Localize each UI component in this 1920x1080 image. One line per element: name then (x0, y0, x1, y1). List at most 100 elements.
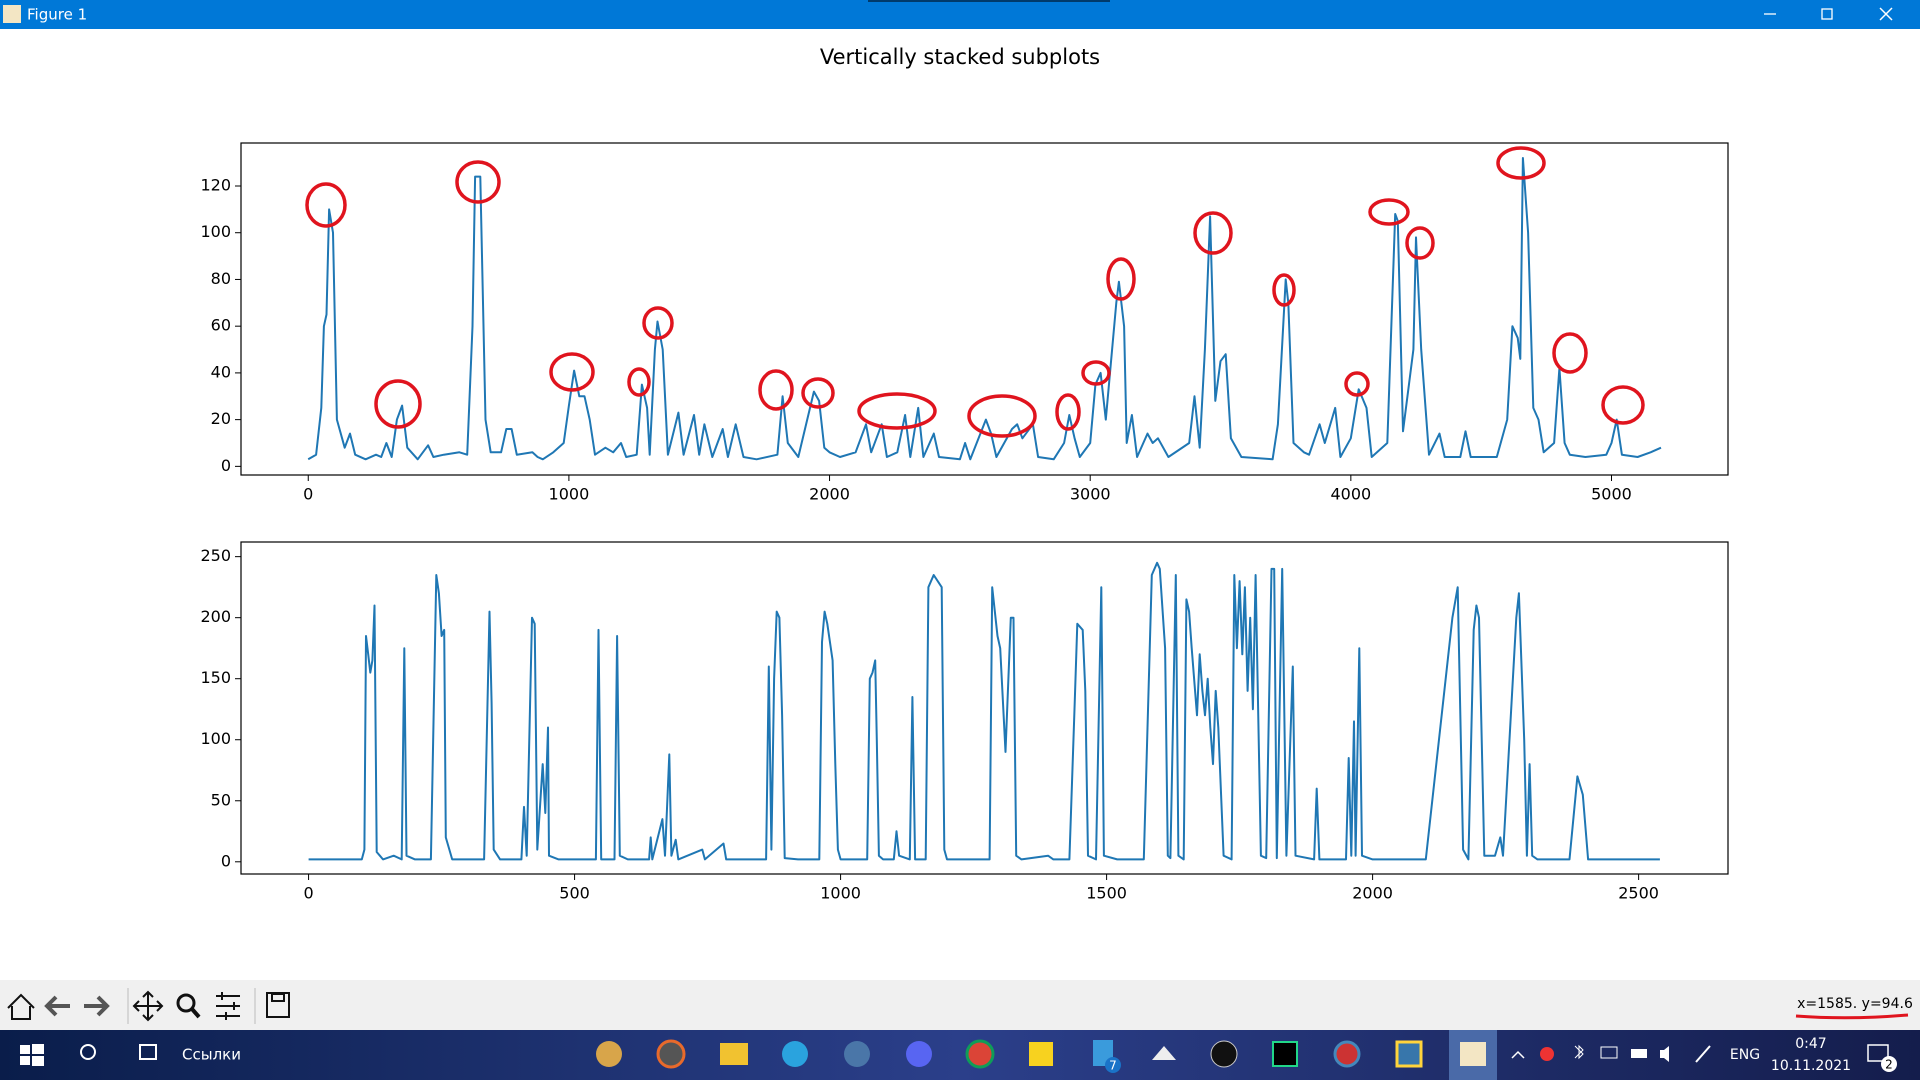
app-icon[interactable] (720, 1043, 748, 1065)
taskbar (0, 1030, 1920, 1080)
data-line (308, 561, 1660, 861)
tray-expand[interactable] (1511, 1050, 1525, 1059)
pen-icon[interactable] (1695, 1045, 1711, 1063)
annotation-circle (549, 352, 595, 392)
y-tick-label: 250 (200, 546, 231, 565)
app-icon[interactable] (1272, 1041, 1298, 1067)
configure-button[interactable] (216, 992, 240, 1020)
y-tick-label: 80 (211, 269, 231, 288)
annotation-circle (305, 182, 347, 228)
annotation-circle (1344, 371, 1370, 397)
y-tick-label: 150 (200, 668, 231, 687)
app-icon[interactable] (1152, 1046, 1176, 1060)
annotation-circle (1368, 198, 1410, 226)
app-icon[interactable] (965, 1039, 995, 1069)
taskbar-toolbar-label: Ссылки (182, 1046, 241, 1064)
annotation-circle (857, 392, 937, 430)
app-icon[interactable] (1333, 1040, 1361, 1068)
y-tick-label: 0 (221, 456, 231, 475)
clock-time[interactable]: 0:47 (1795, 1036, 1826, 1052)
save-icon-detail (271, 993, 285, 1002)
y-tick-label: 40 (211, 362, 231, 381)
x-tick-label: 500 (559, 884, 590, 903)
badge (1881, 1056, 1897, 1072)
taskbar-apps: 7 (596, 1030, 1497, 1080)
app-icon[interactable] (1395, 1040, 1423, 1068)
volume-icon[interactable] (1660, 1046, 1669, 1062)
annotation-circle (801, 377, 835, 409)
annotation-circle (642, 306, 674, 340)
annotation-circle (627, 367, 651, 397)
network-icon[interactable] (1600, 1046, 1618, 1059)
home-button[interactable] (7, 993, 35, 1020)
forward-button[interactable] (84, 995, 110, 1017)
axes-frame (240, 541, 1729, 875)
app-icon (1460, 1042, 1486, 1066)
annotation-circle (1601, 385, 1645, 425)
title-bar (0, 0, 1920, 29)
subplot: 0 500 1000 1500 2000 2500 0 50 100 150 200 250 (200, 541, 1729, 903)
x-tick-label: 1500 (1086, 884, 1127, 903)
figure-title: Vertically stacked subplots (820, 45, 1100, 69)
battery-icon[interactable] (1631, 1049, 1647, 1058)
drag-hint (868, 0, 1110, 2)
zoom-button[interactable] (176, 993, 196, 1013)
pan-button[interactable] (132, 990, 164, 1022)
tray-icon[interactable] (1540, 1047, 1554, 1061)
y-tick-label: 200 (200, 607, 231, 626)
x-tick-label: 2000 (809, 485, 850, 504)
annotation-circle (1055, 393, 1081, 431)
task-view-button[interactable] (139, 1044, 157, 1060)
annotation-circle (967, 394, 1037, 438)
app-icon (3, 5, 21, 23)
window-title: Figure 1 (27, 6, 87, 24)
badge-count: 2 (1885, 1058, 1893, 1072)
x-tick-label: 2000 (1352, 884, 1393, 903)
restore-button[interactable] (1821, 8, 1833, 20)
y-tick-label: 100 (200, 222, 231, 241)
y-tick-label: 120 (200, 175, 231, 194)
app-icon[interactable] (906, 1041, 932, 1067)
y-tick-label: 60 (211, 316, 231, 335)
cursor-coordinates: x=1585. y=94.6 (1797, 996, 1913, 1012)
highlight-underline (1795, 1013, 1909, 1020)
x-tick-label: 1000 (549, 485, 590, 504)
badge-count: 7 (1109, 1059, 1117, 1073)
annotation-circle (1405, 226, 1435, 260)
app-icon[interactable] (1210, 1040, 1238, 1068)
app-icon[interactable] (844, 1041, 870, 1067)
bluetooth-icon[interactable] (1574, 1044, 1584, 1060)
app-icon[interactable] (1029, 1042, 1053, 1066)
annotation-circle (455, 160, 501, 204)
x-tick-label: 1000 (820, 884, 861, 903)
close-button[interactable] (1879, 7, 1893, 21)
search-button[interactable] (80, 1044, 96, 1060)
back-button[interactable] (44, 995, 70, 1017)
x-tick-label: 2500 (1618, 884, 1659, 903)
start-button[interactable] (20, 1044, 44, 1066)
badge (1105, 1057, 1121, 1073)
x-tick-label: 0 (303, 884, 313, 903)
annotation-circle (1081, 360, 1111, 386)
annotations (305, 146, 1645, 438)
subplot: 0 1000 2000 3000 4000 5000 0 20 40 60 80 100 120 (200, 142, 1729, 504)
language-indicator[interactable]: ENG (1730, 1047, 1760, 1063)
x-tick-label: 0 (303, 485, 313, 504)
app-icon[interactable] (656, 1039, 686, 1069)
notification-button[interactable] (1867, 1044, 1889, 1062)
app-icon[interactable] (782, 1041, 808, 1067)
y-tick-label: 0 (221, 851, 231, 870)
clock-date[interactable]: 10.11.2021 (1771, 1058, 1851, 1074)
annotation-circle (1106, 257, 1136, 301)
x-tick-label: 3000 (1070, 485, 1111, 504)
toolbar (0, 980, 1920, 1030)
x-tick-label: 5000 (1591, 485, 1632, 504)
axes-frame (240, 142, 1729, 476)
annotation-circle (1193, 211, 1233, 255)
y-tick-label: 100 (200, 729, 231, 748)
app-icon[interactable] (596, 1041, 622, 1067)
y-tick-label: 20 (211, 409, 231, 428)
